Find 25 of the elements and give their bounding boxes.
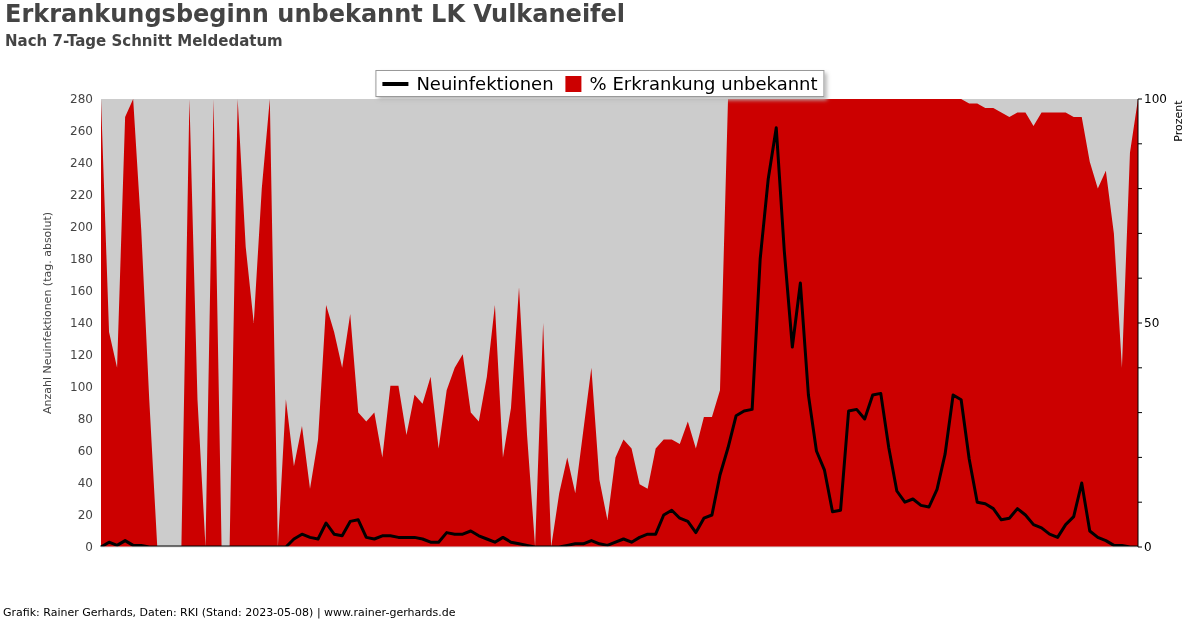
y-tick-label: 100 (70, 380, 93, 394)
chart-title: Erkrankungsbeginn unbekannt LK Vulkaneifel (5, 0, 626, 28)
y2-tick-label: 0 (1144, 540, 1152, 554)
y-tick-label: 20 (77, 508, 93, 522)
y-tick-label: 240 (70, 156, 93, 170)
y-tick-label: 220 (70, 188, 93, 202)
y-tick-label: 140 (70, 316, 93, 330)
text: Grafik: Rainer Gerhards, Daten: RKI (Stand: 2023-05-08) | www.rainer-gerhards.de (3, 606, 456, 619)
y-tick-label: 80 (77, 412, 93, 426)
y2-tick-label: 100 (1144, 92, 1167, 106)
y-tick-label: 60 (77, 444, 93, 458)
y-tick-label: 40 (77, 476, 93, 490)
y-axis-title: Anzahl Neuinfektionen (tag. absolut) (40, 212, 54, 414)
y-tick-label: 260 (70, 124, 93, 138)
y-tick-label: 280 (70, 92, 93, 106)
y-tick-label: 120 (70, 348, 93, 362)
chart-subtitle: Nach 7-Tage Schnitt Meldedatum (5, 32, 283, 50)
legend-label: Neuinfektionen (416, 73, 554, 94)
y-tick-label: 180 (70, 252, 93, 266)
legend-label: % Erkrankung unbekannt (589, 73, 818, 94)
y2-tick-label: 50 (1144, 316, 1160, 330)
y-tick-label: 160 (70, 284, 93, 298)
y-tick-label: 0 (85, 540, 93, 554)
y-tick-label: 200 (70, 220, 93, 234)
y2-axis-title: Prozent (1172, 99, 1185, 142)
